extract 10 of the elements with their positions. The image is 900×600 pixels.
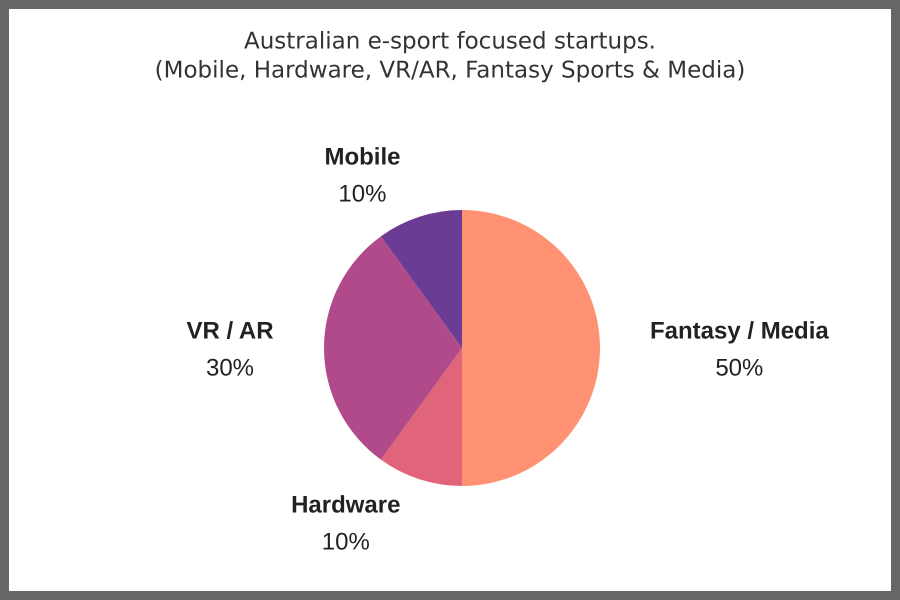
slice-label: Hardware: [291, 492, 400, 519]
data-label: 10%: [322, 528, 370, 556]
data-label: 10%: [338, 180, 386, 208]
data-label: 30%: [206, 354, 254, 382]
slice-label: Mobile: [324, 143, 400, 170]
data-label: 50%: [715, 354, 764, 382]
chart-subtitle: (Mobile, Hardware, VR/AR, Fantasy Sports & Media): [154, 58, 746, 84]
slice-label: VR / AR: [186, 318, 274, 344]
slice-label: Fantasy / Media: [650, 318, 830, 344]
chart-title: Australian e-sport focused startups.: [244, 28, 656, 54]
